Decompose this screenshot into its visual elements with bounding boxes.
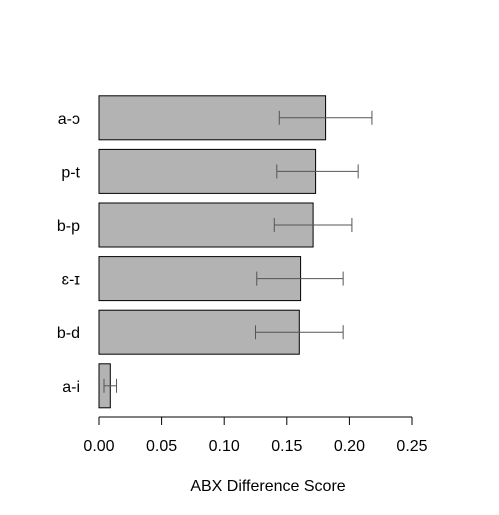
category-label-0: a-ɔ [58, 111, 80, 128]
x-tick-label-4: 0.20 [334, 438, 365, 455]
category-labels: a-ɔ p-t b-p ɛ-ɪ b-d a-i [57, 111, 81, 396]
x-tick-label-5: 0.25 [396, 438, 427, 455]
category-label-2: b-p [57, 218, 80, 235]
x-tick-label-2: 0.10 [209, 438, 240, 455]
x-tick-label-1: 0.05 [146, 438, 177, 455]
bars-layer [98, 95, 327, 409]
category-label-3: ɛ-ɪ [62, 272, 81, 289]
category-label-5: a-i [62, 379, 80, 396]
x-axis: 0.00 0.05 0.10 0.15 0.20 0.25 [83, 416, 428, 455]
x-axis-title: ABX Difference Score [190, 478, 345, 495]
x-tick-label-0: 0.00 [83, 438, 114, 455]
error-bars-layer [103, 110, 373, 393]
x-tick-label-3: 0.15 [271, 438, 302, 455]
category-label-4: b-d [57, 325, 80, 342]
category-label-1: p-t [61, 164, 80, 181]
